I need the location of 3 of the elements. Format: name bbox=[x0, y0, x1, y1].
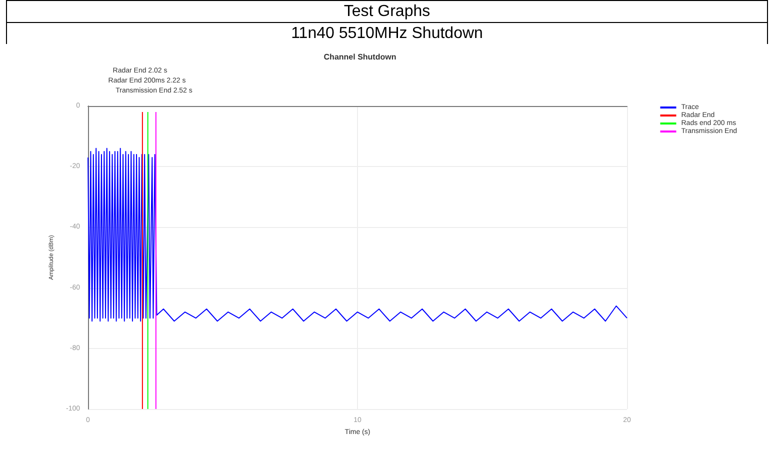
text: 11n40 5510MHz Shutdown bbox=[6, 22, 768, 44]
chart-title: Channel Shutdown bbox=[324, 52, 396, 62]
text: Test Graphs bbox=[6, 0, 768, 22]
